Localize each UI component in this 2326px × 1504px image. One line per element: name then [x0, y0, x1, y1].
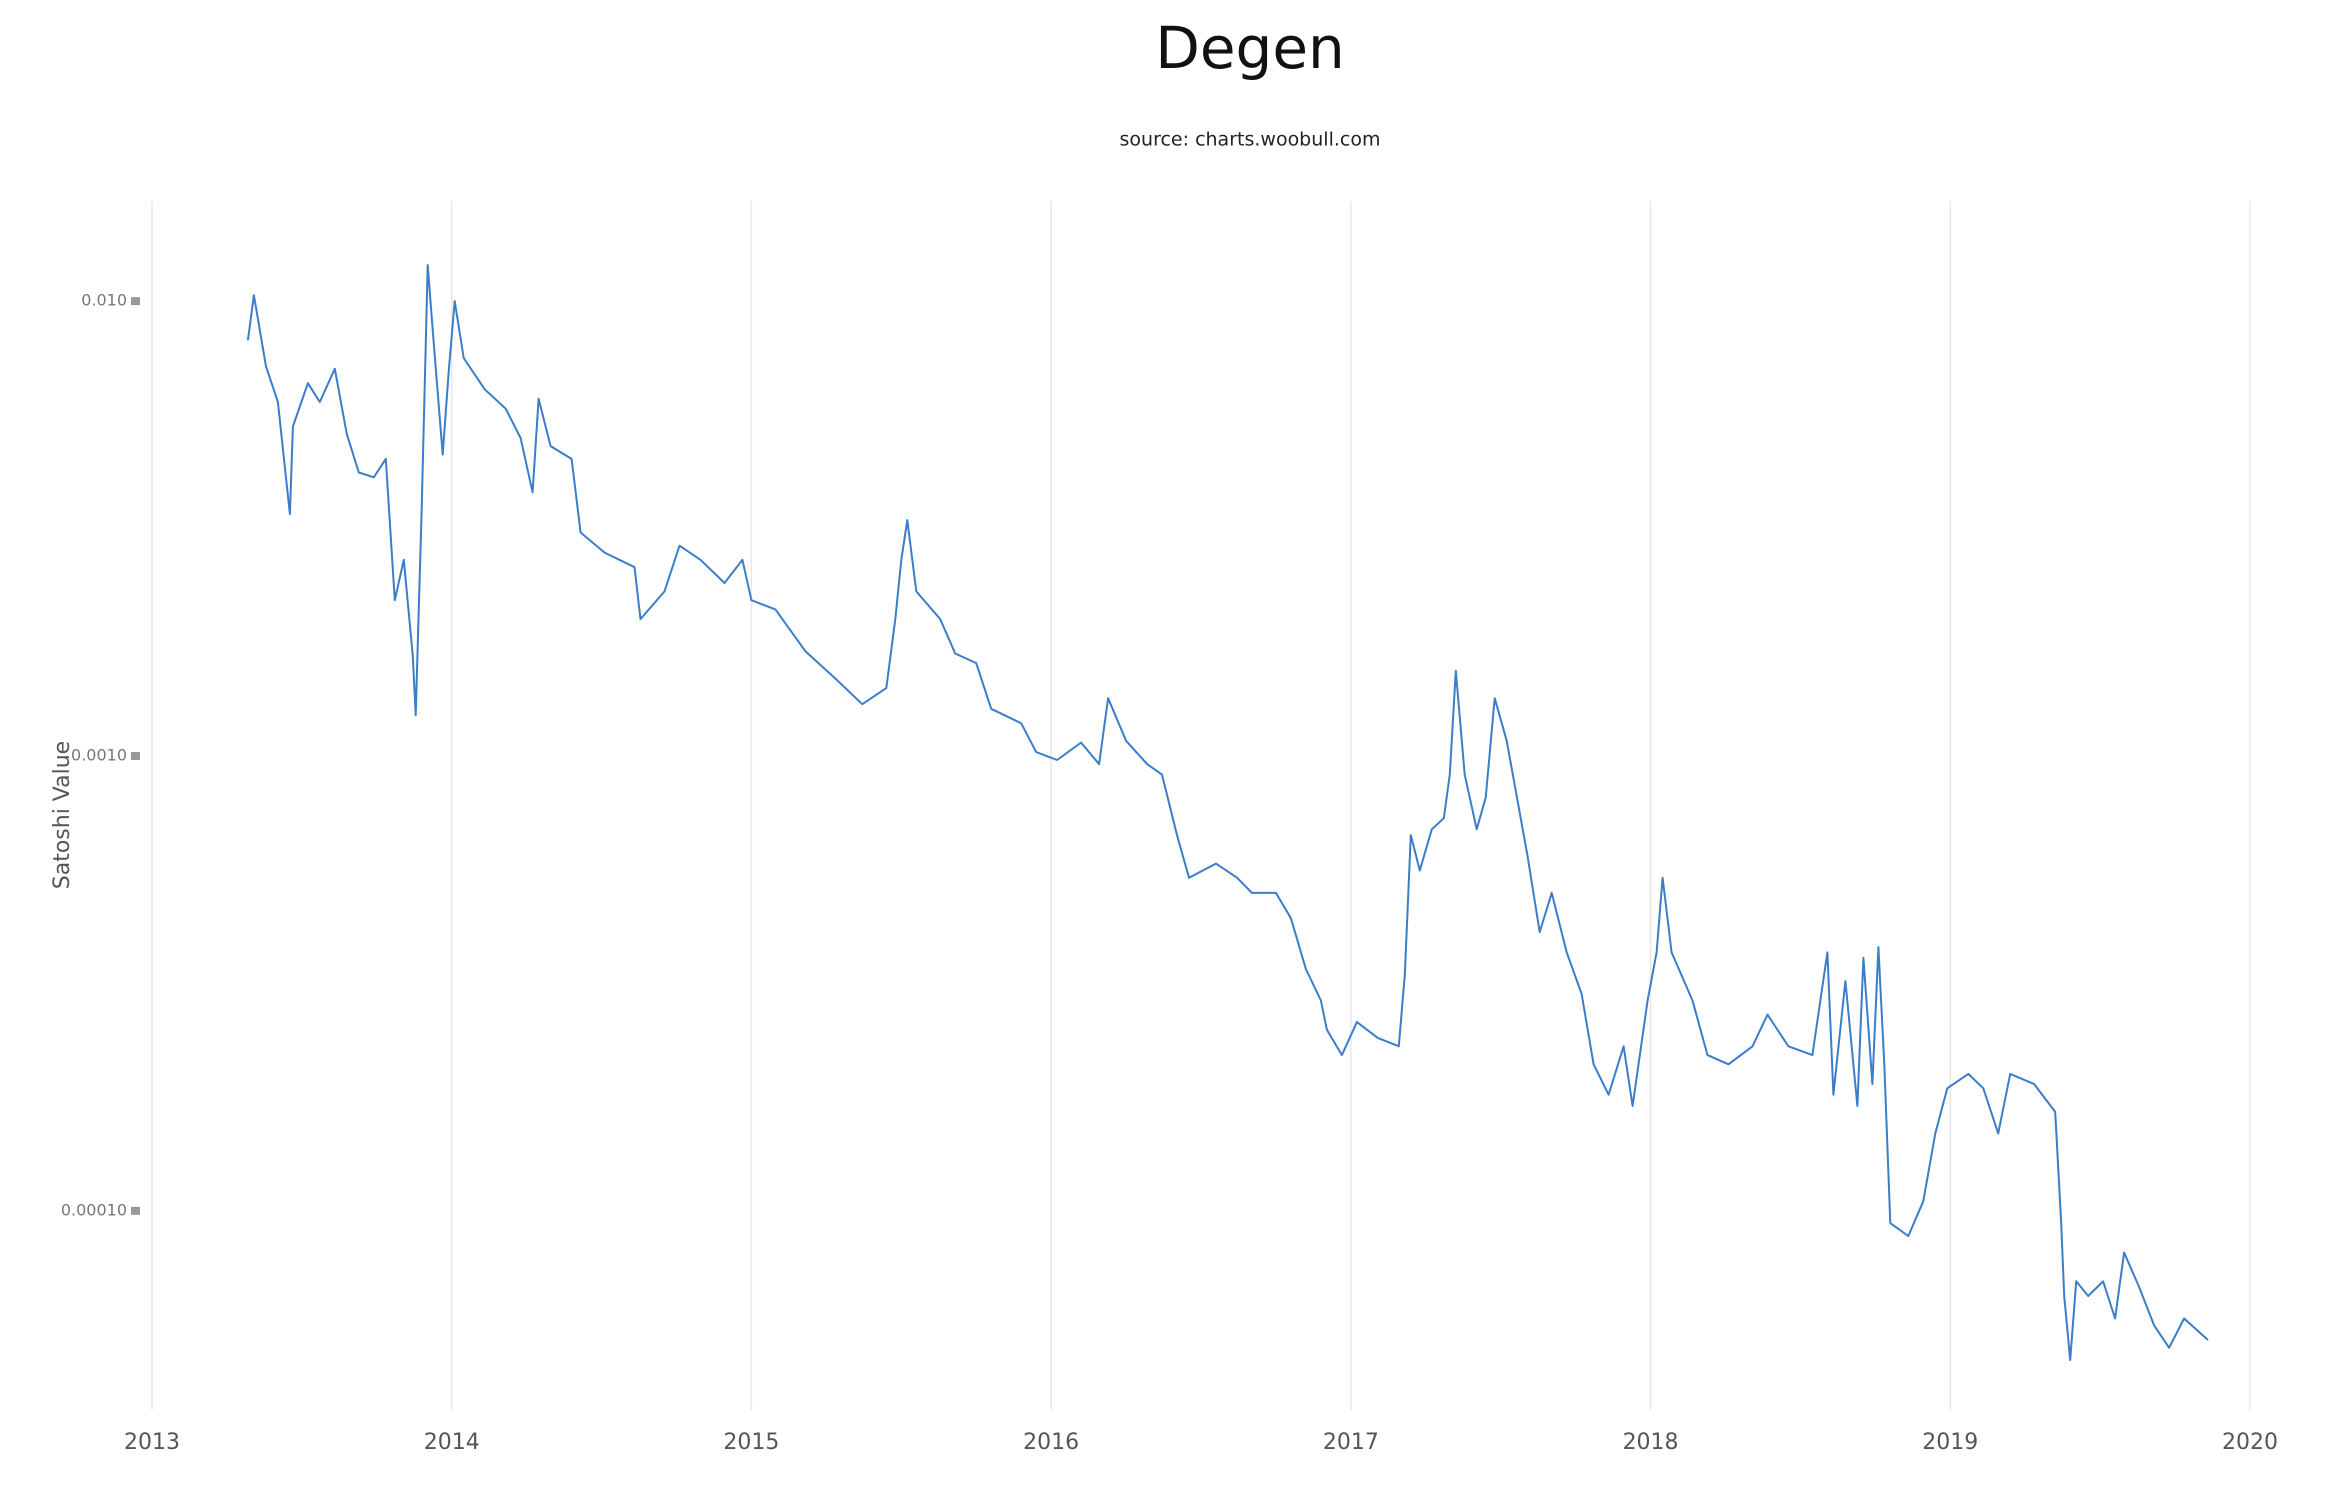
x-tick-label: 2018	[1623, 1430, 1679, 1455]
chart-subtitle: source: charts.woobull.com	[1120, 129, 1381, 151]
x-tick-label: 2013	[124, 1430, 180, 1455]
data-line	[246, 264, 2209, 1361]
y-axis-label: Satoshi Value	[50, 741, 75, 889]
chart-title: Degen	[1155, 14, 1345, 82]
y-tick-label: 0.0010	[71, 745, 127, 764]
y-tick-label: 0.00010	[61, 1200, 127, 1219]
x-tick-label: 2020	[2222, 1430, 2278, 1455]
x-tick-label: 2019	[1922, 1430, 1978, 1455]
x-tick-label: 2017	[1323, 1430, 1379, 1455]
x-tick-label: 2014	[424, 1430, 480, 1455]
x-tick-label: 2015	[723, 1430, 779, 1455]
y-tick-mark	[131, 751, 140, 760]
y-tick-mark	[131, 1206, 140, 1215]
y-tick-label: 0.010	[81, 291, 127, 310]
x-tick-label: 2016	[1023, 1430, 1079, 1455]
y-tick-mark	[131, 297, 140, 306]
